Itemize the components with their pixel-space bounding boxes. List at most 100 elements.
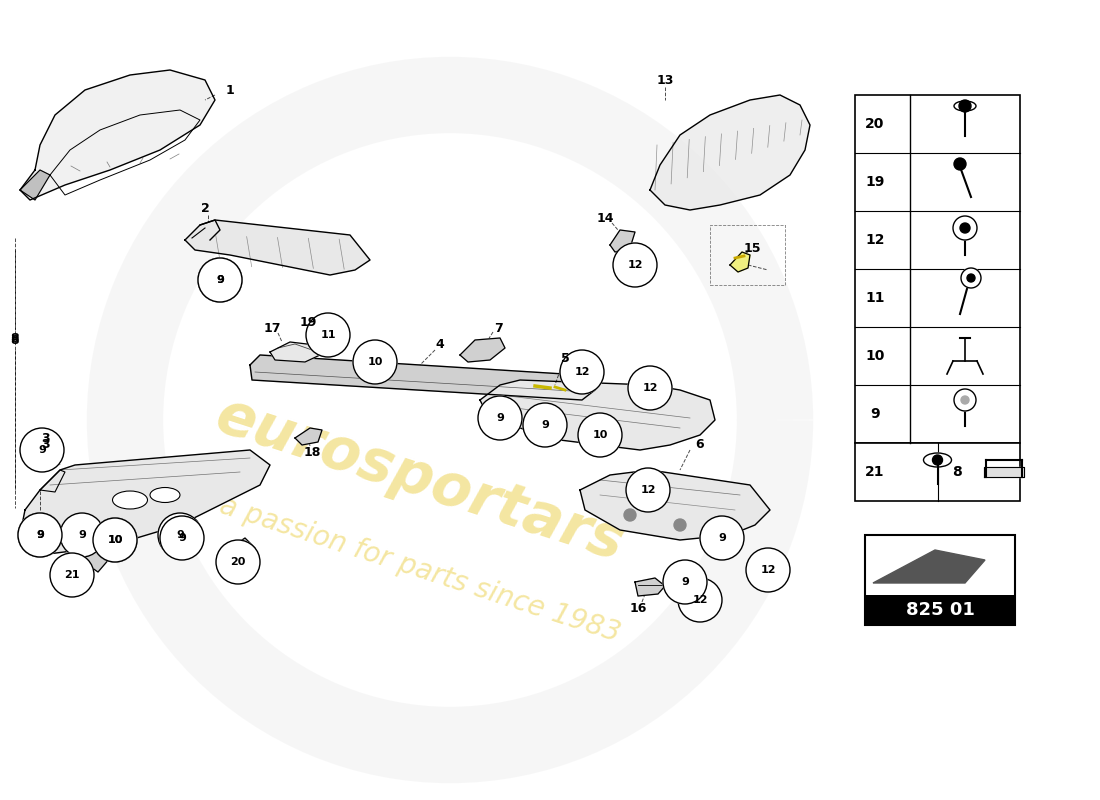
- Polygon shape: [20, 450, 270, 555]
- Circle shape: [18, 513, 62, 557]
- Circle shape: [678, 578, 722, 622]
- Text: 9: 9: [216, 275, 224, 285]
- Circle shape: [613, 243, 657, 287]
- Text: 2: 2: [200, 202, 209, 214]
- Circle shape: [959, 100, 971, 112]
- Circle shape: [674, 519, 686, 531]
- Text: 10: 10: [592, 430, 607, 440]
- Circle shape: [306, 313, 350, 357]
- Circle shape: [628, 366, 672, 410]
- Text: 17: 17: [263, 322, 280, 334]
- Ellipse shape: [112, 491, 147, 509]
- Polygon shape: [20, 70, 214, 200]
- Text: 9: 9: [718, 533, 726, 543]
- Text: 9: 9: [496, 413, 504, 423]
- Polygon shape: [480, 380, 715, 450]
- Text: 9: 9: [36, 530, 44, 540]
- Polygon shape: [610, 230, 635, 252]
- Text: 19: 19: [299, 315, 317, 329]
- Text: 9: 9: [176, 530, 184, 540]
- Text: 21: 21: [866, 465, 884, 479]
- Circle shape: [714, 516, 726, 528]
- Text: 12: 12: [866, 233, 884, 247]
- Circle shape: [663, 560, 707, 604]
- Text: 9: 9: [870, 407, 880, 421]
- Circle shape: [353, 340, 397, 384]
- Circle shape: [626, 468, 670, 512]
- Text: 9: 9: [36, 530, 44, 540]
- Text: 8: 8: [11, 334, 20, 346]
- Text: 16: 16: [629, 602, 647, 614]
- Polygon shape: [650, 95, 810, 210]
- Circle shape: [961, 396, 969, 404]
- Polygon shape: [295, 428, 322, 445]
- Text: 10: 10: [866, 349, 884, 363]
- Circle shape: [216, 540, 260, 584]
- Text: 10: 10: [108, 535, 123, 545]
- Polygon shape: [250, 355, 595, 400]
- Text: 19: 19: [866, 175, 884, 189]
- Circle shape: [960, 223, 970, 233]
- Text: 15: 15: [744, 242, 761, 254]
- Polygon shape: [310, 335, 328, 350]
- Text: 10: 10: [367, 357, 383, 367]
- Text: 12: 12: [642, 383, 658, 393]
- Text: 12: 12: [692, 595, 707, 605]
- FancyBboxPatch shape: [865, 535, 1015, 625]
- FancyBboxPatch shape: [855, 443, 1020, 501]
- Text: 13: 13: [657, 74, 673, 86]
- Text: 20: 20: [866, 117, 884, 131]
- Circle shape: [933, 455, 943, 465]
- Text: 8: 8: [11, 331, 20, 345]
- Polygon shape: [873, 550, 985, 583]
- Text: 11: 11: [866, 291, 884, 305]
- Circle shape: [624, 509, 636, 521]
- Circle shape: [961, 268, 981, 288]
- Circle shape: [578, 413, 621, 457]
- Text: 10: 10: [108, 535, 123, 545]
- Circle shape: [50, 553, 94, 597]
- Circle shape: [198, 258, 242, 302]
- Ellipse shape: [924, 453, 952, 467]
- Circle shape: [20, 428, 64, 472]
- Polygon shape: [580, 470, 770, 540]
- Text: 12: 12: [574, 367, 590, 377]
- Polygon shape: [983, 467, 1023, 477]
- Circle shape: [700, 516, 744, 560]
- Text: a passion for parts since 1983: a passion for parts since 1983: [216, 492, 624, 648]
- FancyBboxPatch shape: [865, 595, 1015, 625]
- Text: 3: 3: [41, 431, 50, 445]
- Text: 9: 9: [178, 533, 186, 543]
- Circle shape: [60, 513, 104, 557]
- Text: 12: 12: [627, 260, 642, 270]
- Text: 8: 8: [953, 465, 962, 479]
- Text: 6: 6: [695, 438, 704, 451]
- Polygon shape: [635, 578, 666, 596]
- Text: 11: 11: [320, 330, 336, 340]
- Text: 9: 9: [681, 577, 689, 587]
- Text: 1: 1: [226, 83, 234, 97]
- Circle shape: [953, 216, 977, 240]
- Text: 9: 9: [216, 275, 224, 285]
- Text: 9: 9: [39, 445, 46, 455]
- Circle shape: [158, 513, 202, 557]
- Text: 9: 9: [541, 420, 549, 430]
- Circle shape: [560, 350, 604, 394]
- Circle shape: [94, 518, 138, 562]
- Text: 825 01: 825 01: [905, 601, 975, 619]
- Polygon shape: [20, 170, 50, 200]
- Polygon shape: [270, 342, 320, 362]
- Text: 20: 20: [230, 557, 245, 567]
- Text: 12: 12: [640, 485, 656, 495]
- Ellipse shape: [150, 487, 180, 502]
- Polygon shape: [78, 545, 110, 572]
- Text: eurosportars: eurosportars: [209, 387, 631, 573]
- FancyBboxPatch shape: [855, 95, 1020, 443]
- Text: 21: 21: [64, 570, 79, 580]
- Polygon shape: [460, 338, 505, 362]
- Circle shape: [954, 389, 976, 411]
- Circle shape: [198, 258, 242, 302]
- Circle shape: [94, 518, 138, 562]
- Text: 3: 3: [41, 438, 50, 451]
- Circle shape: [954, 158, 966, 170]
